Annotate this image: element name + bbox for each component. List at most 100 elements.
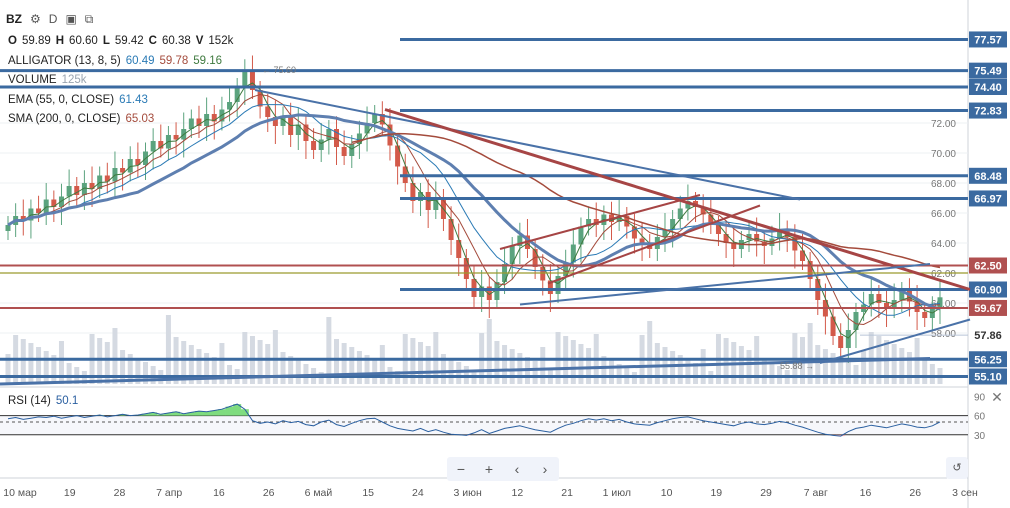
symbol-label[interactable]: BZ xyxy=(6,12,22,26)
candle-body xyxy=(555,276,561,294)
volume-bar xyxy=(326,317,332,384)
indicator-value: 59.16 xyxy=(193,54,223,67)
candle xyxy=(311,128,317,159)
price-level-badge xyxy=(969,31,1007,48)
volume-bar xyxy=(181,341,187,384)
rsi-value: 50.1 xyxy=(55,395,79,407)
compare-icon[interactable]: ▣ xyxy=(65,12,77,26)
volume-bar xyxy=(379,345,385,384)
candle-body xyxy=(127,159,133,173)
zoom-in-button[interactable]: + xyxy=(484,461,494,477)
screens-icon[interactable]: ⧉ xyxy=(84,11,94,26)
rsi-legend[interactable]: RSI (14) 50.1 xyxy=(8,395,78,407)
candle xyxy=(639,222,645,261)
candle-body xyxy=(242,72,248,87)
rsi-overbought-fill xyxy=(118,414,127,416)
trendline-red-upper xyxy=(547,204,761,285)
volume-bar xyxy=(97,338,103,384)
indicator-sma[interactable]: SMA (200, 0, CLOSE) 65.03 xyxy=(8,110,233,130)
indicator-alligator[interactable]: ALLIGATOR (13, 8, 5) 60.49 59.78 59.16 xyxy=(8,52,233,72)
candle-body xyxy=(700,207,706,215)
candle xyxy=(379,101,385,137)
candle-body xyxy=(838,336,844,348)
candle-body xyxy=(364,123,370,134)
volume-bar xyxy=(494,341,500,384)
gear-icon[interactable]: ⚙ xyxy=(30,12,41,26)
candle-body xyxy=(509,246,515,264)
price-level-label: 55.10 xyxy=(974,372,1002,384)
candle-body xyxy=(616,216,622,222)
candle xyxy=(838,323,844,360)
candle-body xyxy=(563,262,569,276)
candle xyxy=(563,249,569,288)
candle-body xyxy=(341,147,347,156)
price-tick-label: 68.00 xyxy=(931,179,956,190)
volume-bar xyxy=(211,357,217,384)
rsi-tick-label: 90 xyxy=(974,392,986,403)
candle-body xyxy=(456,240,462,258)
candle xyxy=(578,217,584,263)
volume-bar xyxy=(723,338,729,384)
candle xyxy=(868,277,874,317)
price-level-label: 74.40 xyxy=(974,82,1002,94)
volume-bar xyxy=(509,349,515,384)
volume-bar xyxy=(58,341,64,384)
scroll-left-button[interactable]: ‹ xyxy=(514,461,520,477)
price-levels: 77.57 75.49 74.40 72.83 68.48 66.97 62.50 60.90… xyxy=(0,31,1007,385)
volume-bar xyxy=(425,346,431,384)
rsi-tick-label: 60 xyxy=(974,412,986,423)
close-icon[interactable]: ✕ xyxy=(991,390,1003,406)
volume-bar xyxy=(815,345,821,384)
candle-body xyxy=(318,139,324,150)
candle-body xyxy=(731,243,737,249)
volume-bar xyxy=(609,360,615,384)
ohlc-c-value: 60.38 xyxy=(161,35,191,47)
volume-bar xyxy=(288,356,294,384)
time-tick-label: 12 xyxy=(512,487,524,499)
reset-icon[interactable]: ↺ xyxy=(946,457,968,479)
zoom-controls: − + ‹ › xyxy=(447,457,559,481)
scroll-right-button[interactable]: › xyxy=(542,461,548,477)
time-tick-label: 28 xyxy=(114,487,126,499)
volume-bar xyxy=(570,340,576,384)
price-tick-label: 72.00 xyxy=(931,119,956,130)
price-level-label: 77.57 xyxy=(974,34,1002,46)
rsi-overbought-fill xyxy=(179,413,188,416)
candle-body xyxy=(937,297,943,309)
rsi-line xyxy=(7,403,941,437)
interval-label[interactable]: D xyxy=(48,12,58,26)
time-tick-label: 16 xyxy=(213,487,225,499)
time-tick-label: 7 авг xyxy=(804,487,828,499)
price-tick-label: 60.00 xyxy=(931,299,956,310)
price-level-label: 59.67 xyxy=(974,303,1002,315)
rsi-band xyxy=(0,415,968,435)
price-level-badge xyxy=(969,79,1007,95)
volume-bar xyxy=(899,348,905,384)
volume-bar xyxy=(929,364,935,384)
volume-bar xyxy=(502,345,508,384)
rsi-oversold-fill xyxy=(836,434,845,437)
candle-body xyxy=(685,201,691,209)
indicator-volume[interactable]: VOLUME 125k xyxy=(8,71,233,91)
candle-body xyxy=(257,90,263,107)
candle-body xyxy=(914,301,920,312)
price-level-label: 57.86 xyxy=(974,330,1002,342)
candle xyxy=(20,199,26,236)
volume-bar xyxy=(670,351,676,384)
indicator-value: 60.49 xyxy=(125,54,155,67)
price-level-badge xyxy=(969,327,1007,344)
candle-body xyxy=(418,192,424,201)
zoom-out-button[interactable]: − xyxy=(456,461,466,477)
volume-bar xyxy=(364,355,370,384)
candle xyxy=(303,115,309,159)
candle-body xyxy=(479,286,485,297)
volume-bar xyxy=(280,352,286,384)
volume-bar xyxy=(303,364,309,384)
volume-bar xyxy=(922,360,928,384)
indicator-ema[interactable]: EMA (55, 0, CLOSE) 61.43 xyxy=(8,91,233,111)
price-tick-label: 66.00 xyxy=(931,209,956,220)
candle xyxy=(448,206,454,255)
indicator-name: EMA (55, 0, CLOSE) xyxy=(8,93,115,106)
candle-body xyxy=(104,175,110,182)
